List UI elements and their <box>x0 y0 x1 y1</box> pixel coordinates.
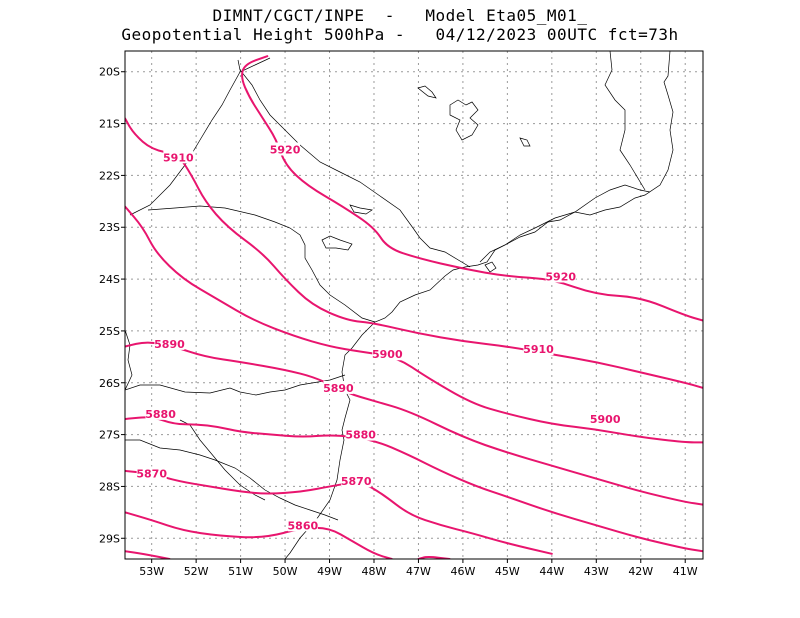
contour-label-bg <box>523 342 554 356</box>
tick-label-lat: 21S <box>99 118 120 131</box>
gridlines <box>125 51 703 559</box>
tick-label-lon: 51W <box>228 565 253 578</box>
contour-label: 5920 <box>270 143 301 156</box>
contour-label: 5900 <box>590 413 621 426</box>
contour-label-bg <box>287 518 318 532</box>
tick-label-lon: 52W <box>184 565 209 578</box>
border-sc-rs <box>125 439 339 521</box>
tick-label-lon: 42W <box>628 565 653 578</box>
tick-label-lat: 28S <box>99 480 120 493</box>
island-feature <box>484 261 497 273</box>
contour-label: 5910 <box>523 343 554 356</box>
tick-label-lat: 22S <box>99 169 120 182</box>
contour-label: 5900 <box>372 348 403 361</box>
contour-line-5910 <box>125 117 703 389</box>
border-ms-sp <box>129 57 271 216</box>
island-feature <box>417 85 437 99</box>
contour-label: 5920 <box>545 270 576 283</box>
contour-label: 5870 <box>136 467 167 480</box>
tick-label-lon: 43W <box>584 565 609 578</box>
axis-ticks: 20S 21S 22S 23S 24S 25S 26S 27S 28S 29S 53W 52W 51W 5… <box>99 66 698 578</box>
contour-label-bg <box>154 336 185 350</box>
contour-label: 5870 <box>341 475 372 488</box>
contour-label: 5860 <box>288 519 319 532</box>
contour-label: 5890 <box>323 382 354 395</box>
coastline-borders <box>125 51 674 559</box>
contour-line-5850 <box>125 550 171 559</box>
contour-label-bg <box>323 380 354 394</box>
border-pr-sp <box>147 205 376 323</box>
contour-lines <box>125 55 703 559</box>
contour-label: 5890 <box>154 338 185 351</box>
border-pr-sc <box>125 374 346 396</box>
lake-feature <box>321 235 353 251</box>
contour-label: 5880 <box>345 429 376 442</box>
contour-label-bg <box>341 474 372 488</box>
title-line-2: Geopotential Height 500hPa - 04/12/2023 … <box>121 25 679 44</box>
border-mg-rj <box>479 184 651 263</box>
contour-label-bg <box>270 142 301 156</box>
tick-label-lat: 25S <box>99 325 120 338</box>
tick-label-lon: 46W <box>450 565 475 578</box>
contour-label-bg <box>136 466 167 480</box>
tick-label-lon: 48W <box>362 565 387 578</box>
contour-label: 5910 <box>163 151 194 164</box>
border-mg-es <box>604 51 646 191</box>
contour-label-bg <box>345 427 376 441</box>
lake-feature <box>449 99 479 141</box>
contour-line-5920 <box>241 55 703 322</box>
contour-label: 5880 <box>145 408 176 421</box>
tick-label-lat: 26S <box>99 377 120 390</box>
contour-label-bg <box>545 269 576 283</box>
tick-label-lat: 24S <box>99 273 120 286</box>
contour-line-5900 <box>125 205 703 444</box>
contour-label-bg <box>145 406 176 420</box>
tick-label-lat: 20S <box>99 66 120 79</box>
island-feature <box>519 137 531 147</box>
border-sp-mg <box>237 59 471 268</box>
tick-label-lon: 45W <box>495 565 520 578</box>
tick-label-lon: 44W <box>539 565 564 578</box>
tick-label-lat: 27S <box>99 429 120 442</box>
contour-labels: 5920 5910 5920 5890 5900 5910 5880 5890 5900 5880… <box>136 142 621 532</box>
tick-label-lon: 50W <box>273 565 298 578</box>
contour-label-bg <box>163 150 194 164</box>
title-line-1: DIMNT/CGCT/INPE - Model Eta05_M01_ <box>212 6 588 25</box>
lake-feature <box>349 204 373 215</box>
tick-label-lat: 29S <box>99 532 120 545</box>
contour-line-5860 <box>125 511 393 559</box>
tick-label-lon: 49W <box>317 565 342 578</box>
plot-frame <box>124 50 704 560</box>
tick-label-lon: 53W <box>139 565 164 578</box>
contour-label-bg <box>372 347 403 361</box>
tick-label-lon: 47W <box>406 565 431 578</box>
contour-label-bg <box>590 412 621 426</box>
contour-line-5870 <box>125 469 553 555</box>
tick-label-lon: 41W <box>673 565 698 578</box>
tick-label-lat: 23S <box>99 221 120 234</box>
